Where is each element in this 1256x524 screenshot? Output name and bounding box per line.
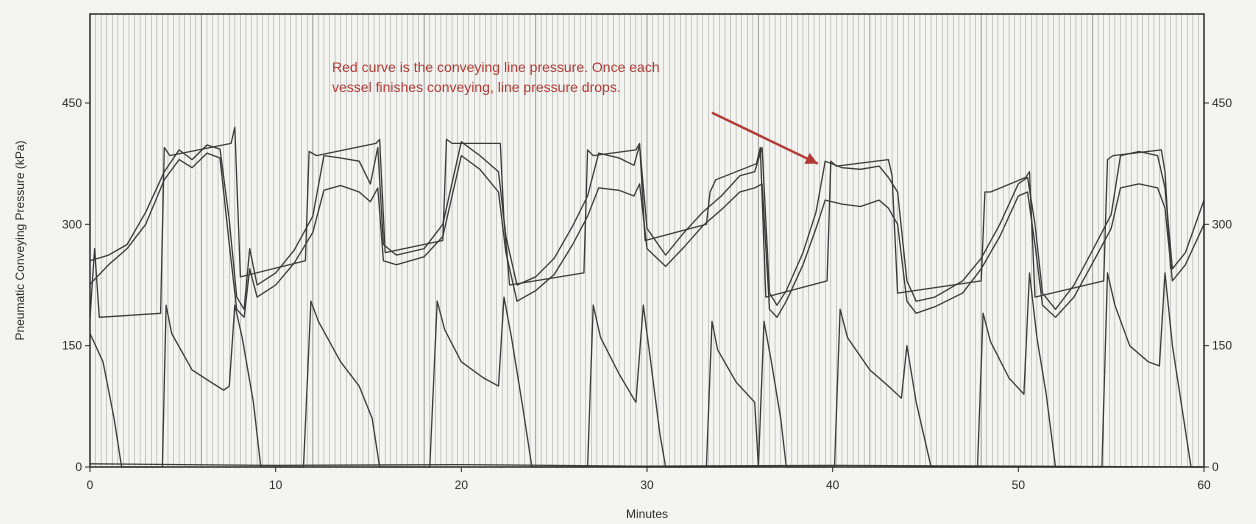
y-axis-label: Pneumatic Conveying Pressure (kPa) [13,140,27,340]
y-tick-label-left: 150 [62,339,82,353]
y-tick-label-right: 0 [1212,460,1219,474]
series-line-2 [89,152,1205,318]
x-tick-label: 20 [455,478,469,492]
y-tick-label-right: 300 [1212,217,1232,231]
x-tick-label: 10 [269,478,283,492]
x-tick-label: 50 [1012,478,1026,492]
y-tick-label-right: 150 [1212,339,1232,353]
annotation-arrow [711,111,819,165]
x-tick-label: 60 [1197,478,1211,492]
y-tick-label-left: 300 [62,217,82,231]
annotation-arrowhead [804,153,818,164]
series-line-5 [89,463,1205,468]
annotation-line-2: vessel finishes conveying, line pressure… [332,79,621,95]
y-tick-label-left: 0 [75,460,82,474]
y-tick-label-right: 450 [1212,96,1232,110]
series-line-1 [89,141,1205,310]
annotation: Red curve is the conveying line pressure… [332,59,819,165]
x-tick-label: 30 [640,478,654,492]
series-line-4 [89,126,1172,318]
annotation-line-1: Red curve is the conveying line pressure… [332,59,660,75]
y-tick-label-left: 450 [62,96,82,110]
x-axis-label: Minutes [626,507,668,521]
x-tick-label: 0 [87,478,94,492]
x-tick-label: 40 [826,478,840,492]
